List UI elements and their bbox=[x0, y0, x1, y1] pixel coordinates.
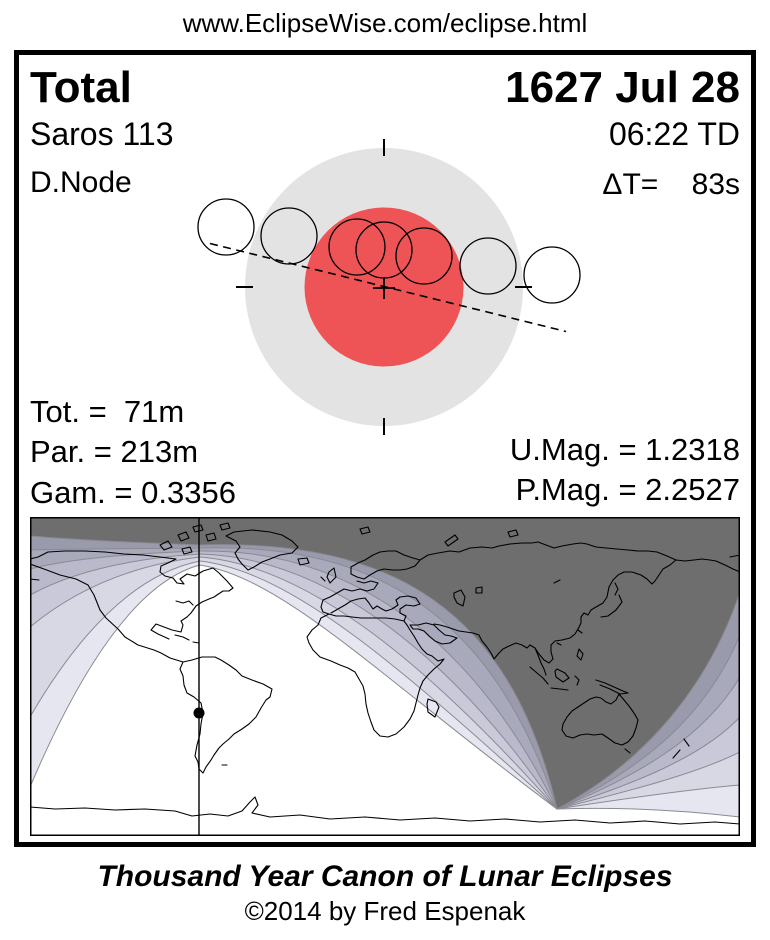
contact-curve bbox=[30, 560, 740, 810]
time-label: 06:22 TD bbox=[608, 116, 740, 152]
contact-curve bbox=[30, 556, 740, 810]
contact-curve bbox=[30, 535, 740, 810]
eclipse-type-label: Total bbox=[30, 63, 132, 112]
coastlines bbox=[30, 522, 740, 825]
gamma-label: Gam. = 0.3356 bbox=[30, 475, 236, 510]
site-url: www.EclipseWise.com/eclipse.html bbox=[182, 8, 588, 38]
visibility-map bbox=[30, 517, 740, 836]
canon-title: Thousand Year Canon of Lunar Eclipses bbox=[97, 860, 673, 893]
contact-curve bbox=[30, 553, 740, 810]
copyright-credit: ©2014 by Fred Espenak bbox=[244, 896, 526, 926]
eclipse-date-label: 1627 Jul 28 bbox=[505, 63, 740, 112]
contact-curves bbox=[30, 535, 740, 818]
contact-curve bbox=[30, 564, 740, 818]
contact-curve bbox=[30, 547, 740, 810]
partial-duration-label: Par. = 213m bbox=[30, 434, 199, 469]
eclipse-card-frame bbox=[14, 50, 756, 847]
contact-curve bbox=[30, 550, 740, 810]
node-label: D.Node bbox=[30, 166, 132, 199]
greatest-eclipse-zenith-dot bbox=[193, 707, 205, 719]
delta-t-label: ΔT= 83s bbox=[602, 168, 740, 201]
saros-label: Saros 113 bbox=[30, 116, 174, 152]
map-border bbox=[30, 517, 740, 836]
penumbral-magnitude-label: P.Mag. = 2.2527 bbox=[515, 472, 740, 507]
total-duration-label: Tot. = 71m bbox=[30, 394, 185, 429]
full-visibility-region bbox=[30, 565, 740, 836]
umbral-magnitude-label: U.Mag. = 1.2318 bbox=[509, 432, 740, 467]
